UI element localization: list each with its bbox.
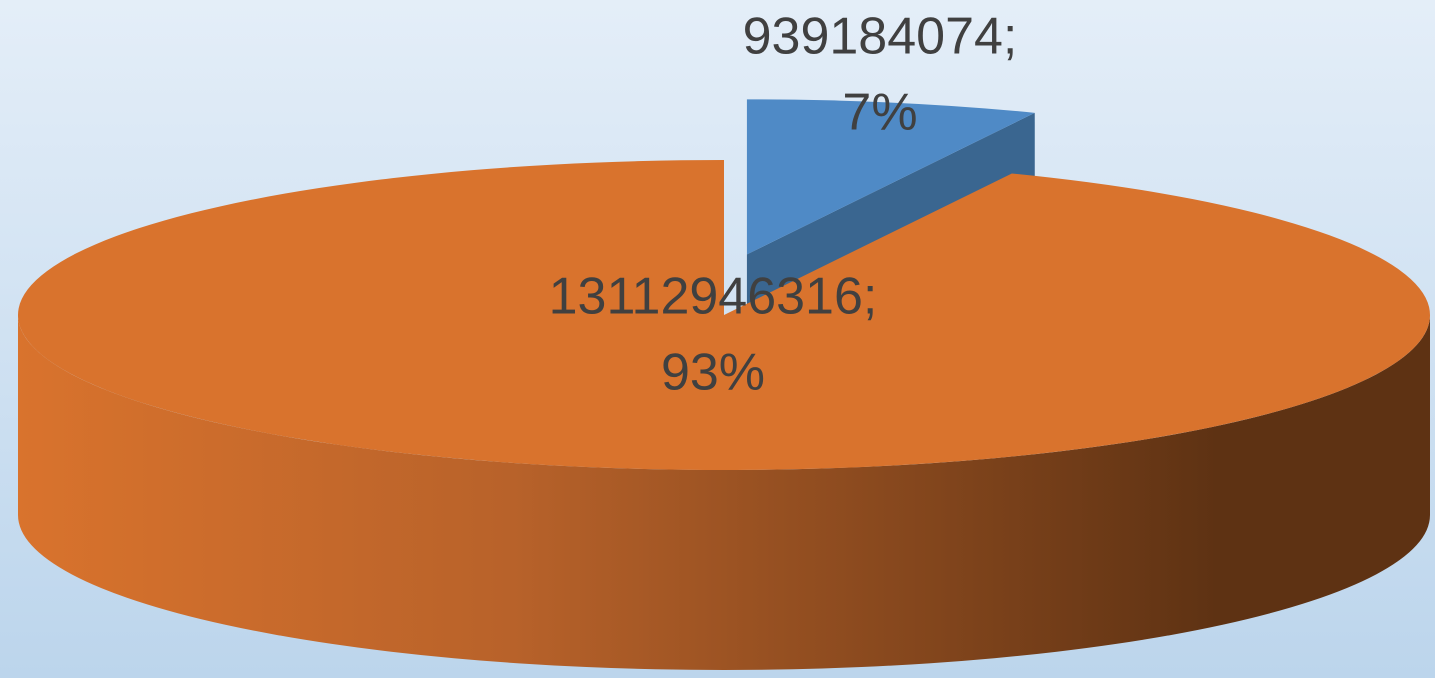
labels: 939184074; 7% 13112946316; 93%: [549, 8, 1018, 402]
slice: [17, 160, 1431, 471]
data-label: 7%: [842, 84, 917, 142]
data-label: 939184074;: [743, 8, 1018, 66]
pie: [17, 99, 1431, 670]
data-label: 93%: [661, 344, 765, 402]
slice-side: [18, 315, 1430, 670]
data-label: 13112946316;: [549, 268, 878, 326]
slice: [746, 99, 1035, 255]
